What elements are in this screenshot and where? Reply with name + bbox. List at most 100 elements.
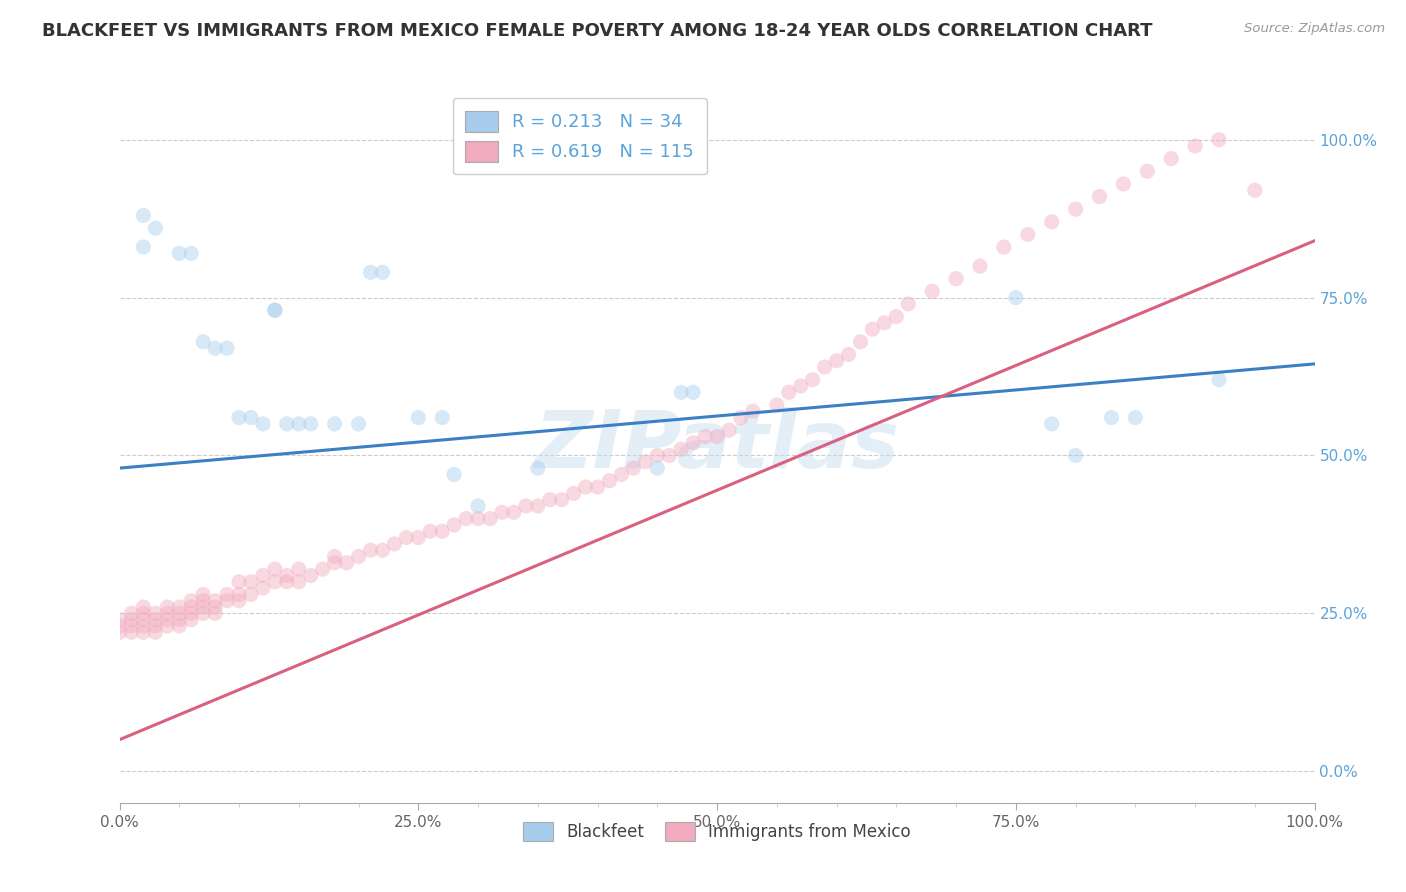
Point xyxy=(132,600,155,615)
Legend: Blackfeet, Immigrants from Mexico: Blackfeet, Immigrants from Mexico xyxy=(517,815,917,848)
Point xyxy=(156,607,179,621)
Point xyxy=(443,517,465,532)
Point xyxy=(515,499,537,513)
Point xyxy=(671,385,693,400)
Point xyxy=(1160,152,1182,166)
Point xyxy=(706,429,728,443)
Point xyxy=(217,587,239,601)
Point xyxy=(169,607,191,621)
Point xyxy=(191,600,215,615)
Point xyxy=(838,347,860,361)
Point xyxy=(527,461,550,475)
Point xyxy=(180,613,202,627)
Point xyxy=(969,259,991,273)
Point xyxy=(180,246,202,260)
Point xyxy=(323,549,346,564)
Point xyxy=(1244,183,1267,197)
Point xyxy=(647,449,669,463)
Point xyxy=(252,417,274,431)
Point xyxy=(156,600,179,615)
Point xyxy=(621,461,644,475)
Point xyxy=(610,467,633,482)
Point xyxy=(921,285,943,299)
Point xyxy=(108,619,131,633)
Point xyxy=(562,486,585,500)
Point xyxy=(1208,373,1230,387)
Point xyxy=(491,505,513,519)
Point xyxy=(191,593,215,607)
Point xyxy=(1184,139,1206,153)
Point xyxy=(132,209,155,223)
Point xyxy=(1040,417,1063,431)
Point xyxy=(228,574,250,589)
Point xyxy=(121,607,143,621)
Point xyxy=(1208,133,1230,147)
Point xyxy=(382,537,406,551)
Point xyxy=(408,531,430,545)
Point xyxy=(849,334,872,349)
Point xyxy=(432,410,454,425)
Point xyxy=(180,593,202,607)
Point xyxy=(132,619,155,633)
Point xyxy=(825,353,848,368)
Point xyxy=(264,574,287,589)
Point xyxy=(671,442,693,457)
Point xyxy=(742,404,765,418)
Point xyxy=(121,625,143,640)
Point xyxy=(264,303,287,318)
Point xyxy=(730,410,752,425)
Point xyxy=(217,341,239,355)
Point xyxy=(1064,202,1087,217)
Point xyxy=(228,587,250,601)
Point xyxy=(156,619,179,633)
Point xyxy=(239,410,263,425)
Point xyxy=(1064,449,1087,463)
Point xyxy=(145,607,166,621)
Point xyxy=(790,379,813,393)
Point xyxy=(252,568,274,582)
Point xyxy=(299,417,322,431)
Point xyxy=(993,240,1015,254)
Point xyxy=(945,271,967,285)
Point xyxy=(503,505,526,519)
Point xyxy=(1112,177,1135,191)
Point xyxy=(456,511,478,525)
Point xyxy=(108,613,131,627)
Point xyxy=(467,499,489,513)
Point xyxy=(239,574,263,589)
Point xyxy=(371,543,394,558)
Point xyxy=(239,587,263,601)
Point xyxy=(1101,410,1123,425)
Point xyxy=(1017,227,1039,242)
Point xyxy=(360,543,382,558)
Point xyxy=(191,587,215,601)
Point xyxy=(347,549,370,564)
Point xyxy=(180,600,202,615)
Point xyxy=(575,480,598,494)
Point xyxy=(121,613,143,627)
Point xyxy=(145,619,166,633)
Point xyxy=(323,556,346,570)
Point xyxy=(801,373,824,387)
Point xyxy=(886,310,908,324)
Point xyxy=(145,625,166,640)
Point xyxy=(1040,215,1063,229)
Point xyxy=(695,429,717,443)
Point xyxy=(778,385,800,400)
Point xyxy=(336,556,357,570)
Point xyxy=(217,593,239,607)
Point xyxy=(766,398,789,412)
Point xyxy=(395,531,418,545)
Point xyxy=(108,625,131,640)
Point xyxy=(347,417,370,431)
Point xyxy=(204,607,226,621)
Point xyxy=(228,593,250,607)
Point xyxy=(682,385,704,400)
Point xyxy=(132,240,155,254)
Text: Source: ZipAtlas.com: Source: ZipAtlas.com xyxy=(1244,22,1385,36)
Text: BLACKFEET VS IMMIGRANTS FROM MEXICO FEMALE POVERTY AMONG 18-24 YEAR OLDS CORRELA: BLACKFEET VS IMMIGRANTS FROM MEXICO FEMA… xyxy=(42,22,1153,40)
Point xyxy=(813,360,835,375)
Point xyxy=(682,435,704,450)
Point xyxy=(323,417,346,431)
Point xyxy=(419,524,441,539)
